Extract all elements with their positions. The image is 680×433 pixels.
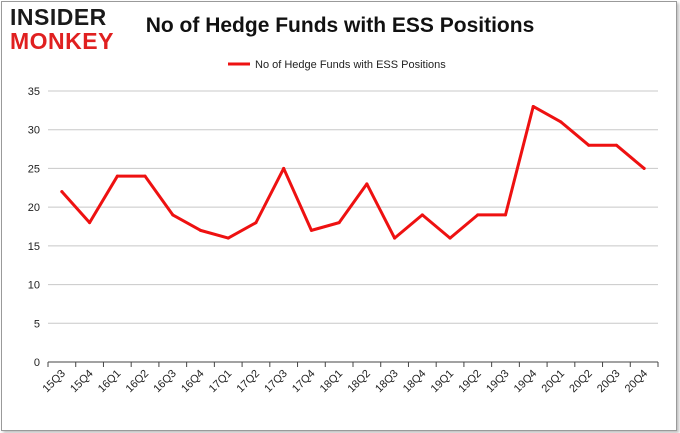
data-point	[365, 182, 369, 186]
chart-title: No of Hedge Funds with ESS Positions	[145, 14, 535, 37]
y-tick-label: 5	[34, 318, 40, 330]
x-tick-label: 16Q1	[96, 368, 124, 396]
y-tick-label: 15	[28, 241, 40, 253]
data-point	[393, 236, 397, 240]
logo-line-1: INSIDER	[10, 4, 107, 30]
x-tick-label: 19Q1	[429, 368, 457, 396]
legend-label: No of Hedge Funds with ESS Positions	[255, 59, 446, 71]
x-tick-label: 16Q4	[179, 368, 207, 396]
x-tick-label: 17Q1	[207, 368, 235, 396]
insider-monkey-logo: INSIDER MONKEY	[10, 6, 126, 53]
x-tick-label: 15Q4	[68, 368, 96, 396]
data-point	[88, 221, 92, 225]
y-tick-label: 20	[28, 202, 40, 214]
x-tick-label: 18Q1	[318, 368, 346, 396]
x-tick-label: 17Q3	[262, 368, 290, 396]
data-point	[282, 166, 286, 170]
logo-line-2: MONKEY	[10, 28, 114, 54]
series-layer	[60, 104, 646, 240]
x-tick-label: 19Q2	[456, 368, 484, 396]
grid-layer	[48, 90, 658, 363]
x-tick-label: 18Q2	[345, 368, 373, 396]
x-tick-label: 18Q4	[401, 368, 429, 396]
x-tick-label: 17Q2	[235, 368, 263, 396]
data-point	[614, 143, 618, 147]
data-point	[115, 174, 119, 178]
data-point	[309, 228, 313, 232]
data-point	[587, 143, 591, 147]
data-point	[337, 221, 341, 225]
data-point	[226, 236, 230, 240]
x-tick-label: 20Q2	[567, 368, 595, 396]
x-tick-label: 17Q4	[290, 368, 318, 396]
y-tick-label: 10	[28, 280, 40, 292]
data-point	[504, 213, 507, 217]
x-tick-label: 18Q3	[373, 368, 401, 396]
data-point	[559, 120, 563, 124]
data-point	[60, 190, 64, 194]
series-line-0	[60, 104, 646, 240]
data-point	[531, 104, 535, 108]
data-point	[143, 174, 147, 178]
y-tick-label: 35	[28, 86, 40, 98]
x-tick-label: 19Q3	[484, 368, 512, 396]
x-tick-label: 19Q4	[512, 368, 540, 396]
data-point	[254, 221, 258, 225]
data-point	[420, 213, 424, 217]
x-tick-label: 15Q3	[40, 368, 68, 396]
data-point	[448, 236, 452, 240]
y-tick-label: 30	[28, 125, 40, 137]
data-point	[171, 213, 175, 217]
x-tick-label: 16Q2	[124, 368, 152, 396]
x-tick-label: 20Q4	[623, 368, 651, 396]
x-tick-label: 20Q3	[595, 368, 623, 396]
y-tick-label: 25	[28, 163, 40, 175]
y-tick-label: 0	[34, 357, 40, 369]
data-point	[642, 166, 646, 170]
data-point	[476, 213, 480, 217]
data-point	[199, 228, 202, 232]
x-tick-label: 16Q3	[151, 368, 179, 396]
x-tick-label: 20Q1	[540, 368, 568, 396]
legend: No of Hedge Funds with ESS Positions	[228, 59, 446, 71]
